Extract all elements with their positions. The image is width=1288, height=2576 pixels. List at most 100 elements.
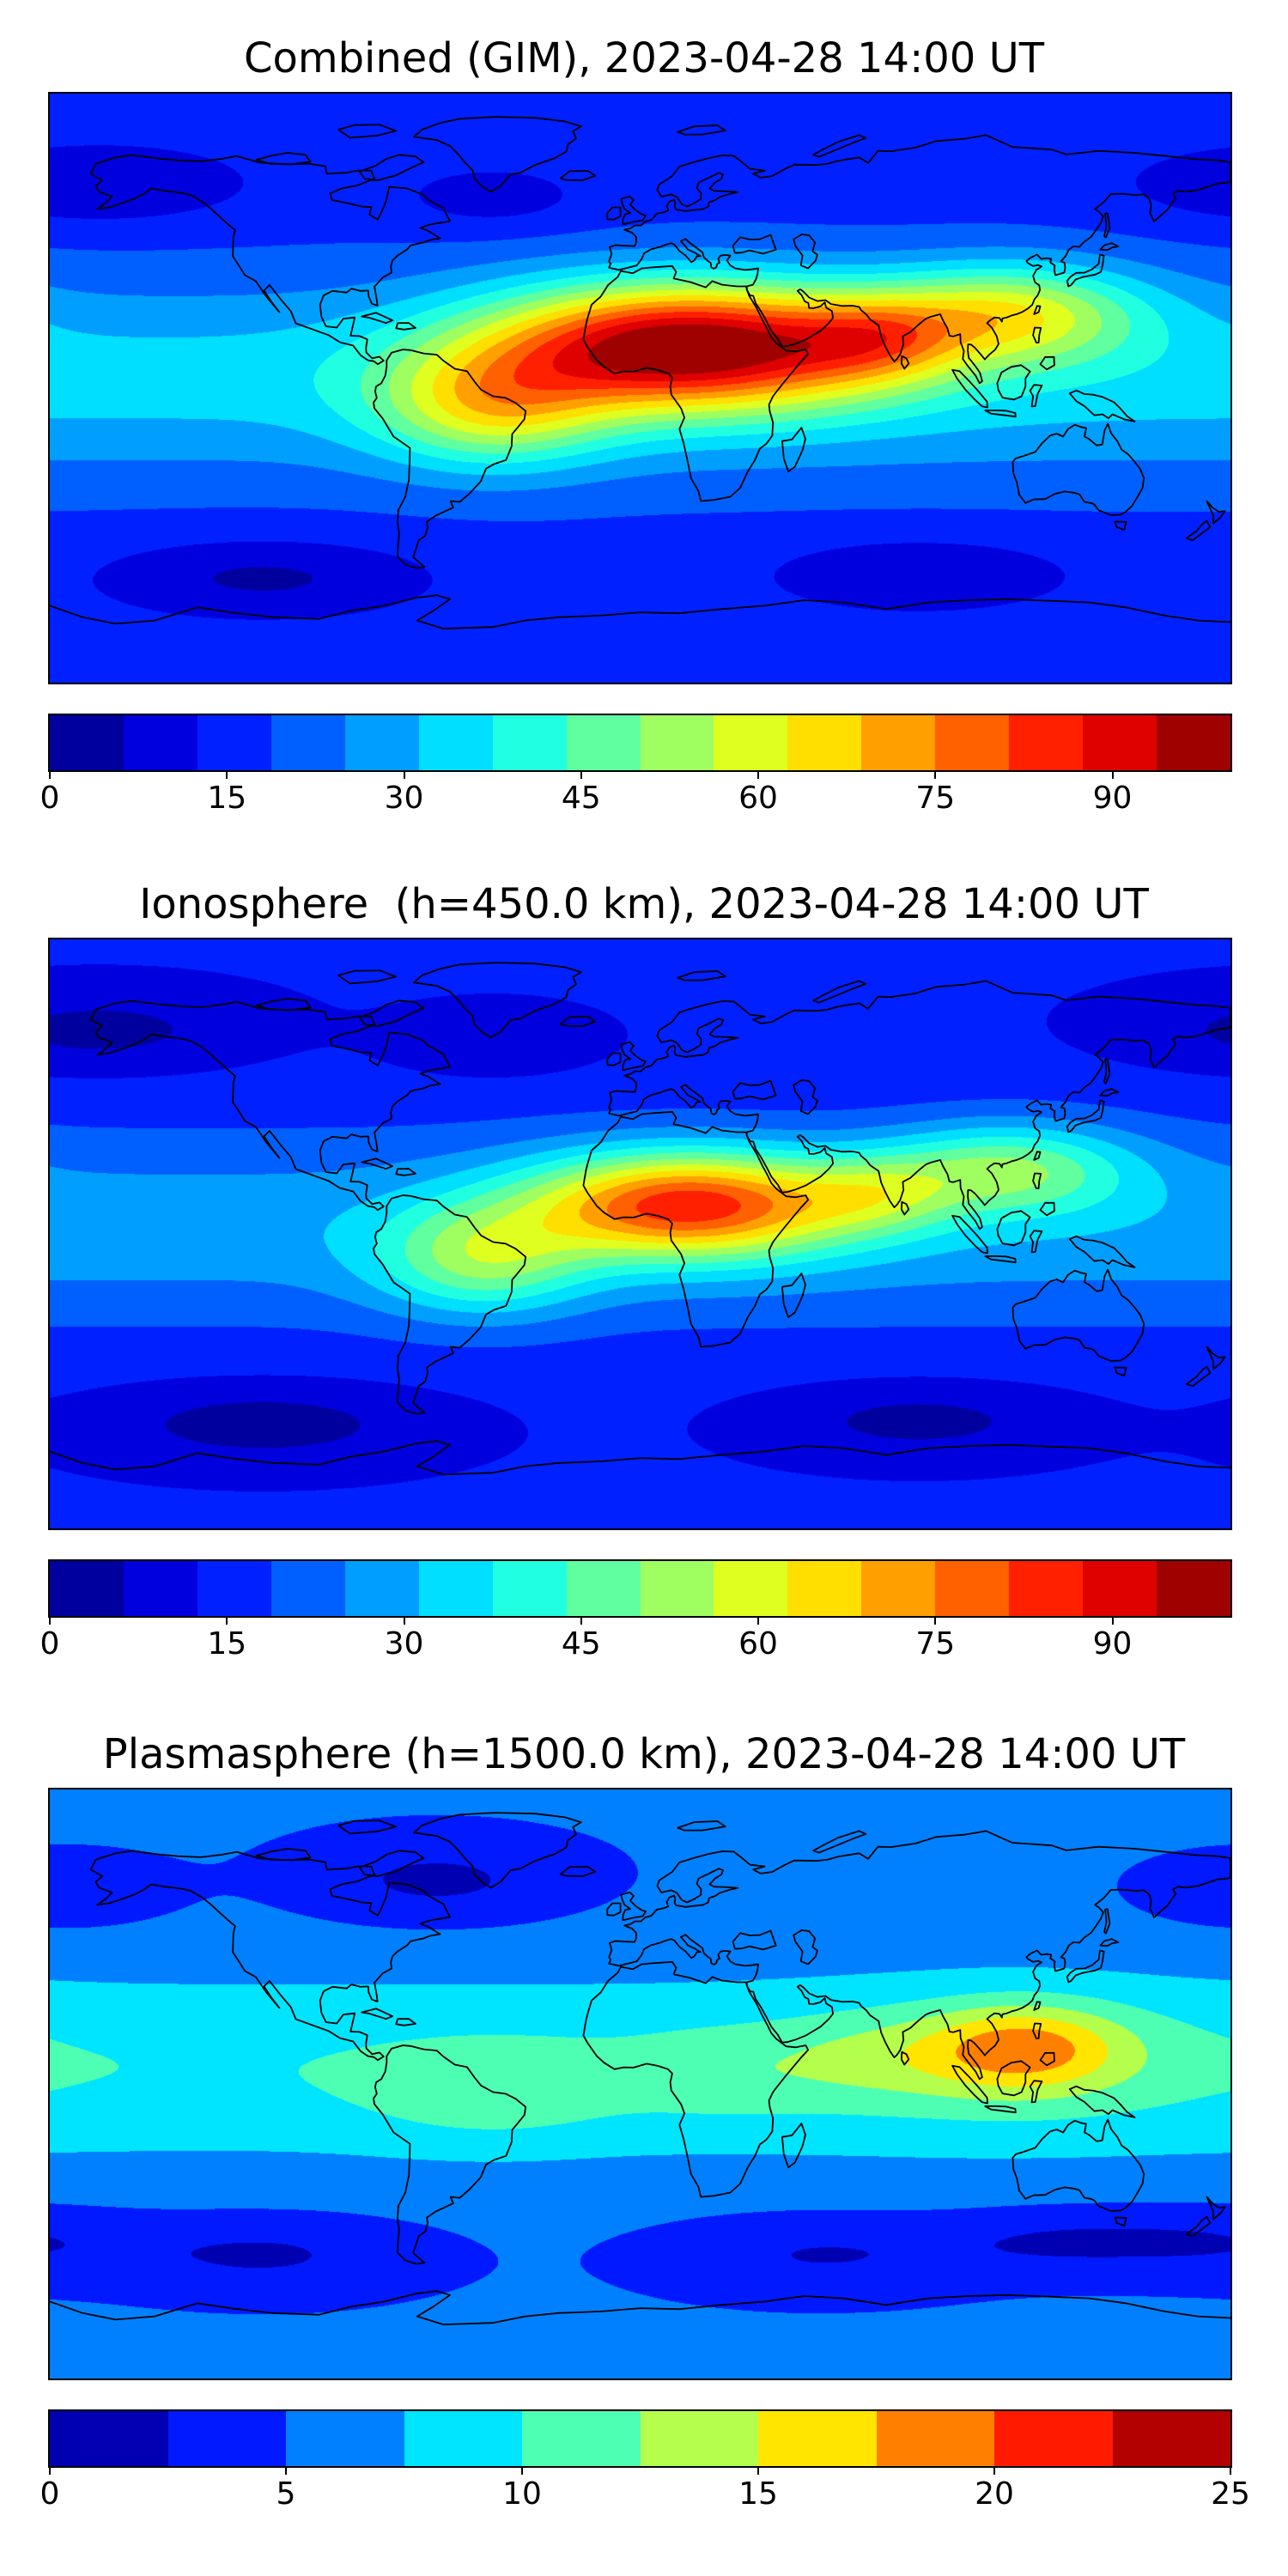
colorbar-tick-mark: [934, 1618, 937, 1625]
colorbar-tick-mark: [403, 1618, 405, 1625]
colorbar-segment: [640, 2411, 758, 2466]
map-frame-plasmasphere: [48, 1788, 1232, 2380]
colorbar-tick-label: 0: [39, 1626, 60, 1662]
colorbar-segment: [1112, 2411, 1230, 2466]
map-frame-combined: [48, 92, 1232, 684]
coastline-path: [50, 962, 1230, 1475]
colorbar-segment: [758, 2411, 877, 2466]
colorbar-tick-label: 15: [738, 2476, 778, 2512]
colorbar-segment: [492, 715, 567, 770]
panel-ionosphere: Ionosphere (h=450.0 km), 2023-04-28 14:0…: [0, 846, 1288, 1692]
colorbar-tick-label: 0: [39, 2476, 60, 2512]
colorbar-tick-label: 45: [561, 1626, 601, 1662]
colorbar-tick-label: 60: [738, 1626, 778, 1662]
colorbar-tick-label: 45: [561, 781, 601, 816]
colorbar-tick-label: 90: [1092, 1626, 1133, 1662]
coastline-path: [50, 116, 1230, 629]
colorbar-segment: [270, 1561, 345, 1616]
colorbar-plasmasphere: [48, 2409, 1232, 2468]
colorbar-segment: [197, 715, 271, 770]
colorbar-tick-mark: [49, 1618, 51, 1625]
colorbar-tick-label: 25: [1211, 2476, 1250, 2512]
colorbar-segment: [1083, 1561, 1157, 1616]
colorbar-segment: [492, 1561, 567, 1616]
colorbar-segment: [566, 1561, 641, 1616]
colorbar-segment: [167, 2411, 286, 2466]
colorbar-tick-label: 75: [915, 781, 956, 816]
colorbar-segment: [1009, 715, 1084, 770]
colorbar-tick-mark: [285, 2468, 287, 2475]
colorbar-tick-label: 30: [384, 1626, 424, 1662]
colorbar-segment: [344, 715, 419, 770]
colorbar-tick-mark: [1111, 1618, 1114, 1625]
colorbar-tick-label: 20: [975, 2476, 1014, 2512]
colorbar-segment: [344, 1561, 419, 1616]
colorbar-tick-label: 30: [384, 781, 424, 816]
colorbar-segment: [714, 715, 788, 770]
coastlines-overlay: [50, 116, 1230, 629]
colorbar-segment: [123, 715, 197, 770]
colorbar-tick-mark: [757, 1618, 759, 1625]
colorbar-combined: [48, 714, 1232, 772]
panel-title-combined: Combined (GIM), 2023-04-28 14:00 UT: [243, 34, 1045, 82]
map-canvas-plasmasphere: [50, 1789, 1230, 2379]
colorbar-segment: [935, 715, 1010, 770]
colorbar-segment: [935, 1561, 1010, 1616]
colorbar-segment: [286, 2411, 404, 2466]
coastlines-overlay: [50, 962, 1230, 1475]
colorbar-tick-mark: [226, 1618, 228, 1625]
colorbar-tick-mark: [49, 2468, 51, 2475]
colorbar-tick-label: 15: [207, 781, 247, 816]
colorbar-tick-mark: [580, 1618, 582, 1625]
colorbar-segment: [787, 715, 862, 770]
colorbar-tick-label: 75: [915, 1626, 956, 1662]
colorbar-tick-mark: [934, 772, 937, 779]
map-canvas-combined: [50, 94, 1230, 683]
colorbar-segment: [566, 715, 641, 770]
colorbar-segment: [640, 715, 714, 770]
colorbar-segment: [270, 715, 345, 770]
colorbar-segment: [522, 2411, 641, 2466]
colorbar-segment: [50, 715, 124, 770]
colorbar-tick-label: 60: [738, 781, 778, 816]
colorbar-segment: [1009, 1561, 1084, 1616]
colorbar-tick-label: 10: [502, 2476, 542, 2512]
colorbar-tick-mark: [993, 2468, 995, 2475]
colorbar-tick-mark: [521, 2468, 523, 2475]
colorbar-tick-mark: [757, 2468, 759, 2475]
colorbar-ticks-plasmasphere: 0 5 10 15 20 25: [40, 2468, 1250, 2519]
colorbar-tick-mark: [1230, 2468, 1231, 2475]
colorbar-segment: [861, 1561, 936, 1616]
colorbar-segment: [787, 1561, 862, 1616]
map-frame-ionosphere: [48, 938, 1232, 1530]
colorbar-segment: [876, 2411, 994, 2466]
colorbar-segment: [123, 1561, 197, 1616]
colorbar-segment: [418, 1561, 493, 1616]
colorbar-segment: [197, 1561, 271, 1616]
colorbar-tick-label: 90: [1092, 781, 1133, 816]
colorbar-tick-mark: [226, 772, 228, 779]
colorbar-segment: [861, 715, 936, 770]
colorbar-tick-label: 0: [39, 781, 60, 816]
colorbar-tick-label: 5: [276, 2476, 296, 2512]
colorbar-tick-mark: [1111, 772, 1114, 779]
colorbar-ticks-ionosphere: 0 15 30 45 60 75 90: [40, 1618, 1230, 1669]
colorbar-segment: [640, 1561, 714, 1616]
colorbar-segment: [418, 715, 493, 770]
panel-title-plasmasphere: Plasmasphere (h=1500.0 km), 2023-04-28 1…: [102, 1730, 1186, 1778]
colorbar-segment: [714, 1561, 788, 1616]
colorbar-ionosphere: [48, 1559, 1232, 1618]
colorbar-segment: [404, 2411, 522, 2466]
coastlines-overlay: [50, 1812, 1230, 2325]
colorbar-tick-mark: [757, 772, 759, 779]
colorbar-tick-mark: [403, 772, 405, 779]
colorbar-segment: [1157, 715, 1230, 770]
colorbar-tick-mark: [49, 772, 51, 779]
colorbar-segment: [50, 1561, 124, 1616]
map-canvas-ionosphere: [50, 939, 1230, 1528]
panel-plasmasphere: Plasmasphere (h=1500.0 km), 2023-04-28 1…: [0, 1696, 1288, 2542]
colorbar-tick-mark: [580, 772, 582, 779]
colorbar-tick-label: 15: [207, 1626, 247, 1662]
panel-title-ionosphere: Ionosphere (h=450.0 km), 2023-04-28 14:0…: [139, 880, 1149, 928]
panel-combined: Combined (GIM), 2023-04-28 14:00 UT 0 15 3…: [0, 0, 1288, 846]
